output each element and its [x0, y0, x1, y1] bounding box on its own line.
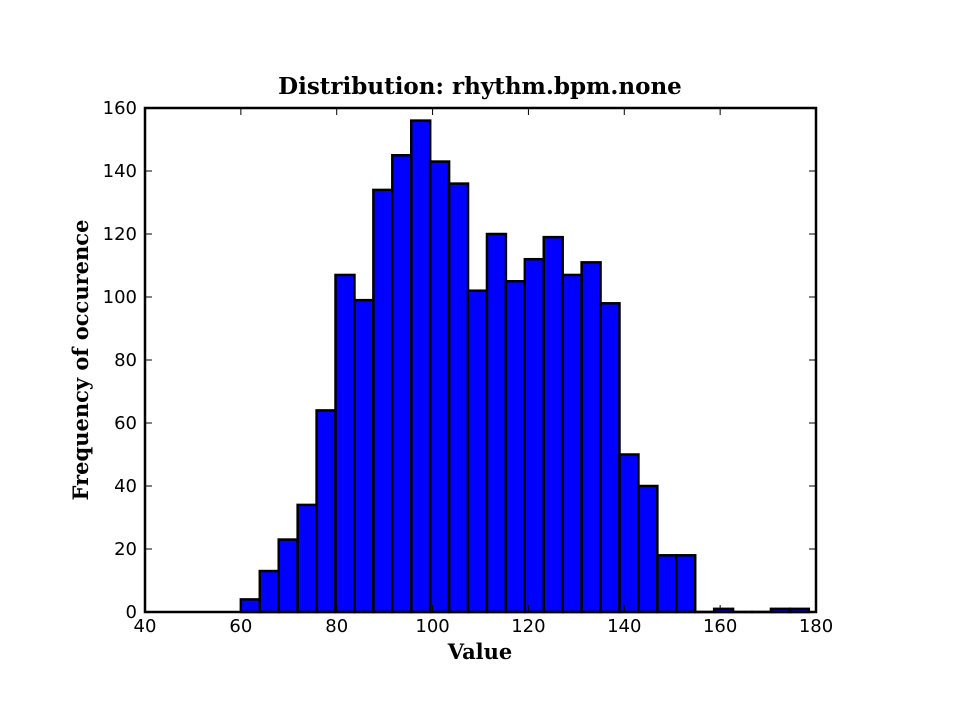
y-tick-label: 100 [103, 287, 137, 308]
histogram-bar [619, 455, 638, 613]
chart-title: Distribution: rhythm.bpm.none [278, 73, 682, 100]
y-tick-label: 40 [114, 476, 137, 497]
histogram-bar [525, 259, 544, 612]
histogram-bar [563, 275, 582, 612]
histogram-bar [392, 155, 411, 612]
histogram-bar [487, 234, 506, 612]
histogram-bar [449, 184, 468, 612]
y-tick-label: 0 [126, 602, 137, 623]
x-tick-label: 160 [703, 616, 737, 637]
x-tick-label: 60 [229, 616, 252, 637]
histogram-bar [544, 237, 563, 612]
y-tick-label: 160 [103, 98, 137, 119]
bars-group [241, 121, 809, 612]
histogram-bar [279, 540, 298, 612]
histogram-bar [411, 121, 430, 612]
histogram-bar [354, 300, 373, 612]
histogram-bar [430, 162, 449, 612]
histogram-bar [317, 410, 336, 612]
histogram-bar [506, 281, 525, 612]
histogram-bar [468, 291, 487, 612]
histogram-bar [582, 262, 601, 612]
histogram-bar [601, 303, 620, 612]
x-tick-label: 120 [511, 616, 545, 637]
histogram-bar [657, 555, 676, 612]
histogram-bar [336, 275, 355, 612]
y-axis-label: Frequency of occurence [68, 220, 93, 501]
x-tick-label: 180 [799, 616, 833, 637]
histogram-bar [241, 599, 260, 612]
x-tick-label: 100 [415, 616, 449, 637]
y-tick-label: 80 [114, 350, 137, 371]
x-axis-label: Value [447, 639, 513, 664]
x-tick-label: 140 [607, 616, 641, 637]
y-tick-label: 140 [103, 161, 137, 182]
x-tick-label: 80 [325, 616, 348, 637]
y-tick-label: 20 [114, 539, 137, 560]
histogram-bar [373, 190, 392, 612]
y-tick-label: 120 [103, 224, 137, 245]
histogram-bar [638, 486, 657, 612]
histogram-bar [298, 505, 317, 612]
y-tick-label: 60 [114, 413, 137, 434]
histogram-bar [260, 571, 279, 612]
histogram-bar [676, 555, 695, 612]
